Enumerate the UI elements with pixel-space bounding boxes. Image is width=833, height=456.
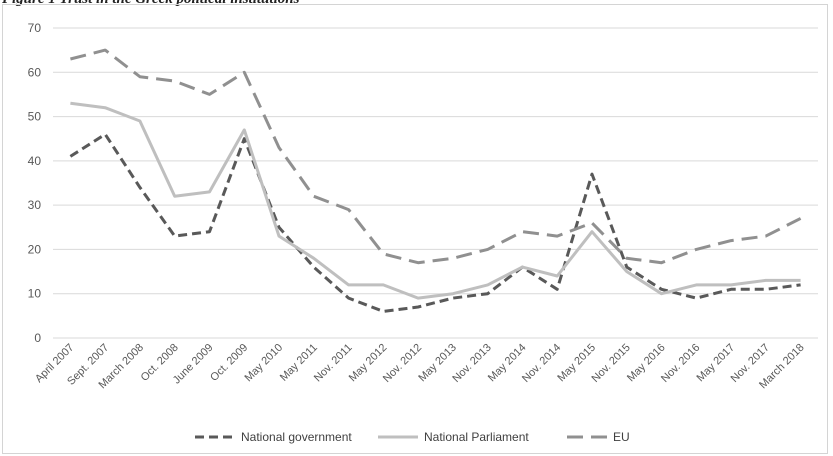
chart-frame	[2, 4, 828, 454]
y-tick-label: 70	[28, 21, 42, 35]
legend-label: National government	[241, 430, 352, 444]
y-tick-label: 50	[28, 110, 42, 124]
y-tick-label: 30	[28, 198, 42, 212]
y-tick-label: 0	[34, 331, 41, 345]
series-line	[70, 101, 801, 300]
x-tick-label: May 2010	[242, 342, 285, 385]
y-tick-label: 10	[28, 287, 42, 301]
y-tick-label: 60	[28, 65, 42, 79]
y-tick-label: 20	[28, 242, 42, 256]
series-lines	[69, 48, 802, 313]
gridlines	[53, 27, 818, 339]
legend: National government National Parliament EU	[195, 430, 630, 444]
series-line	[70, 48, 802, 265]
series-line	[69, 132, 801, 313]
legend-label: EU	[613, 430, 630, 444]
y-axis-ticks: 0 10 20 30 40 50 60 70	[28, 21, 42, 345]
legend-label: National Parliament	[424, 430, 529, 444]
y-tick-label: 40	[28, 154, 42, 168]
figure-caption: Figure 1 Trust in the Greek political in…	[2, 0, 299, 8]
